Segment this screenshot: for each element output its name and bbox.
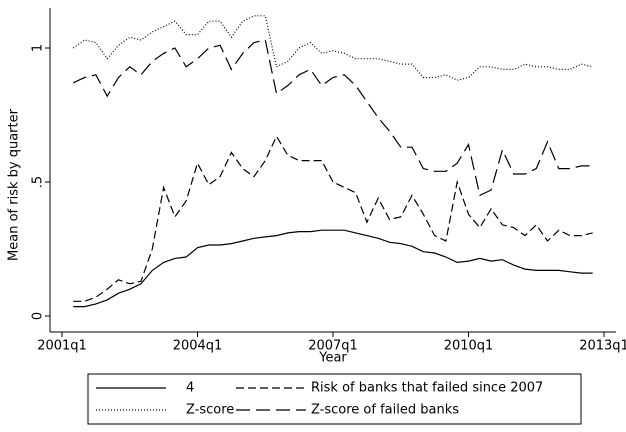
x-tick-label: 2010q1 bbox=[444, 339, 494, 354]
x-tick-label: 2001q1 bbox=[37, 339, 87, 354]
y-axis-title: Mean of risk by quarter bbox=[7, 108, 22, 261]
x-tick-label: 2013q1 bbox=[579, 339, 626, 354]
legend-box bbox=[87, 373, 582, 425]
series-line bbox=[72, 15, 593, 81]
x-tick-label: 2004q1 bbox=[173, 339, 223, 354]
series-line bbox=[73, 39, 593, 197]
x-axis-title: Year bbox=[318, 351, 347, 366]
legend-label: Z-score bbox=[186, 403, 234, 418]
series-line bbox=[73, 229, 593, 308]
legend-label: Risk of banks that failed since 2007 bbox=[311, 381, 543, 396]
y-tick-label: 1 bbox=[31, 44, 46, 52]
legend-label: Z-score of failed banks bbox=[311, 403, 459, 418]
legend-label: 4 bbox=[186, 381, 194, 396]
y-tick-label: .5 bbox=[31, 176, 46, 188]
y-tick-label: 0 bbox=[31, 312, 46, 320]
x-tick-label: 2007q1 bbox=[308, 339, 358, 354]
series-line bbox=[73, 135, 593, 302]
